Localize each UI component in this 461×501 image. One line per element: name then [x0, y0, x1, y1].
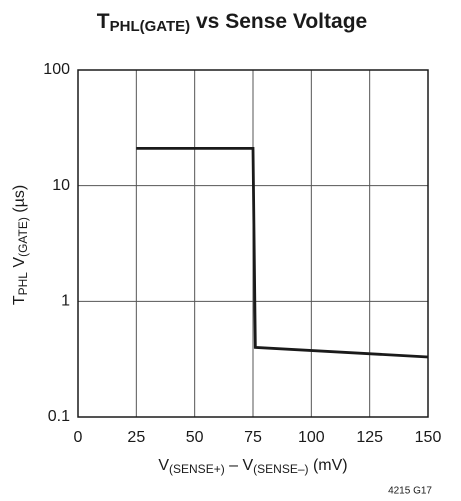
x-axis-label: V(SENSE+) – V(SENSE–) (mV): [158, 457, 347, 476]
title-part: T: [97, 10, 110, 33]
label-sub: (SENSE+): [169, 462, 225, 476]
x-tick-label: 125: [356, 429, 383, 446]
y-tick-label: 1: [61, 293, 70, 310]
title-part: vs Sense Voltage: [190, 10, 367, 33]
label-part: (µs): [11, 185, 28, 217]
x-tick-label: 100: [298, 429, 325, 446]
label-part: V: [158, 457, 169, 474]
y-tick-label: 100: [43, 61, 70, 78]
label-part: – V: [225, 457, 254, 474]
label-part: V: [11, 257, 28, 272]
x-tick-label: 25: [127, 429, 145, 446]
label-sub: (SENSE–): [253, 462, 308, 476]
data-line: [136, 146, 429, 359]
x-tick-label: 0: [74, 429, 83, 446]
label-part: (mV): [309, 457, 348, 474]
chart-title: TPHL(GATE) vs Sense Voltage: [97, 10, 367, 35]
y-axis-label: TPHL V(GATE) (µs): [11, 185, 30, 305]
y-tick-label: 0.1: [48, 408, 70, 425]
plot-frame: [77, 69, 429, 418]
x-tick-label: 75: [244, 429, 262, 446]
label-sub: PHL: [16, 272, 30, 296]
x-tick-label: 150: [415, 429, 442, 446]
title-sub: PHL(GATE): [110, 18, 191, 35]
x-tick-label: 50: [186, 429, 204, 446]
figure-note: 4215 G17: [388, 486, 432, 497]
label-part: T: [11, 295, 28, 305]
y-tick-label: 10: [52, 177, 70, 194]
label-sub: (GATE): [16, 217, 30, 257]
